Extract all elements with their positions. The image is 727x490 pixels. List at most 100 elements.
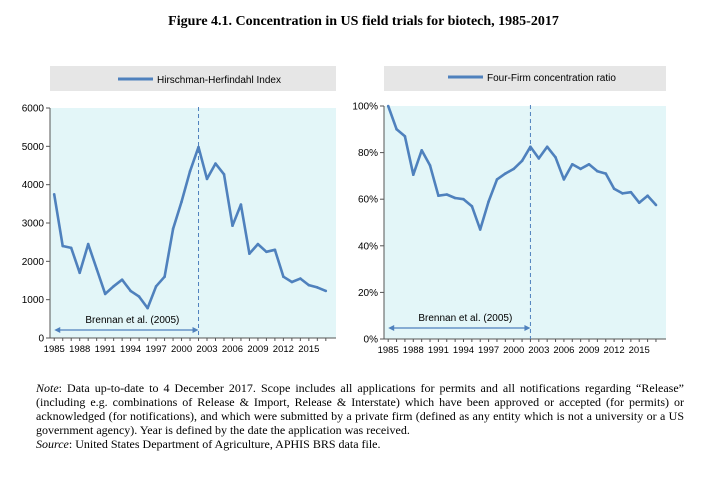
- cr4-data-point: [612, 187, 616, 190]
- hhi-x-tick-label: 2015: [298, 344, 319, 355]
- hhi-x-tick-label: 1997: [146, 344, 167, 355]
- hhi-data-point: [103, 292, 107, 296]
- cr4-data-point: [537, 157, 541, 160]
- hhi-x-tick-label: 2000: [171, 344, 192, 355]
- cr4-data-point: [420, 149, 424, 152]
- cr4-data-point: [453, 196, 457, 200]
- hhi-x-tick-label: 1988: [69, 344, 90, 355]
- hhi-annotation-label: Brennan et al. (2005): [85, 315, 179, 326]
- cr4-data-point: [478, 228, 482, 231]
- figure-notes: Note: Data up-to-date to 4 December 2017…: [36, 381, 684, 451]
- hhi-data-point: [61, 244, 64, 248]
- hhi-chart: Hirschman-Herfindahl Index 0 1000 2000 3000…: [22, 66, 336, 355]
- hhi-data-point: [231, 224, 234, 227]
- hhi-data-point: [324, 289, 328, 293]
- cr4-y-tick-label: 60%: [358, 195, 378, 206]
- cr4-x-tick-label: 2012: [604, 345, 625, 356]
- cr4-data-point: [470, 204, 474, 208]
- hhi-x-tick-label: 1994: [120, 344, 141, 355]
- cr4-data-point: [554, 156, 557, 159]
- cr4-data-point: [654, 203, 658, 207]
- hhi-y-tick-label: 2000: [22, 257, 45, 268]
- hhi-x-tick-label: 2006: [222, 344, 243, 355]
- cr4-legend-label: Four-Firm concentration ratio: [487, 73, 616, 84]
- source-paragraph: Source: United States Department of Agri…: [36, 437, 684, 451]
- hhi-arrowhead-right: [192, 327, 199, 333]
- hhi-data-point: [239, 203, 243, 206]
- cr4-y-tick-label: 80%: [358, 148, 378, 159]
- cr4-data-point: [579, 167, 582, 171]
- hhi-data-point: [282, 275, 285, 279]
- hhi-x-tick-label: 2003: [196, 344, 217, 355]
- note-paragraph: Note: Data up-to-date to 4 December 2017…: [36, 381, 684, 437]
- cr4-data-point: [629, 190, 633, 194]
- note-text: : Data up-to-date to 4 December 2017. Sc…: [36, 381, 684, 437]
- hhi-data-point: [95, 267, 98, 271]
- cr4-arrowhead-left: [388, 325, 395, 331]
- hhi-data-point: [316, 286, 319, 289]
- hhi-data-point: [146, 306, 149, 310]
- hhi-data-point: [290, 280, 294, 284]
- hhi-x-tick-label: 2012: [273, 344, 294, 355]
- source-text: : United States Department of Agricultur…: [68, 437, 381, 451]
- cr4-data-point: [412, 173, 415, 176]
- hhi-data-point: [222, 173, 226, 176]
- hhi-data-point: [86, 242, 90, 246]
- cr4-arrowhead-right: [524, 325, 531, 331]
- cr4-data-point: [445, 193, 449, 196]
- hhi-data-point: [214, 162, 217, 165]
- hhi-arrowhead-left: [54, 327, 61, 333]
- hhi-data-point: [180, 200, 183, 204]
- cr4-data-point: [571, 163, 574, 166]
- hhi-data-point: [129, 289, 132, 293]
- cr4-data-point: [437, 194, 440, 197]
- cr4-x-tick-label: 1985: [378, 345, 399, 356]
- cr4-data-point: [621, 192, 624, 195]
- cr4-legend-box: [384, 66, 666, 91]
- cr4-data-point: [529, 145, 532, 149]
- hhi-data-point: [307, 283, 311, 287]
- hhi-data-point: [137, 295, 141, 298]
- cr4-data-point: [596, 169, 599, 173]
- cr4-data-point: [428, 164, 432, 167]
- charts-canvas: Hirschman-Herfindahl Index 0 1000 2000 3000…: [22, 66, 666, 356]
- cr4-data-point: [562, 178, 566, 181]
- cr4-x-tick-label: 2006: [553, 345, 574, 356]
- hhi-legend-box: [50, 66, 336, 91]
- hhi-data-point: [112, 285, 115, 288]
- cr4-annotation-label: Brennan et al. (2005): [418, 313, 512, 324]
- cr4-x-tick-label: 1988: [403, 345, 424, 356]
- cr4-x-tick-label: 1997: [478, 345, 499, 356]
- cr4-data-point: [487, 200, 490, 203]
- hhi-data-point: [171, 227, 175, 231]
- cr4-data-point: [462, 197, 465, 201]
- hhi-x-tick-label: 1985: [44, 344, 65, 355]
- hhi-x-tick-label: 1991: [95, 344, 116, 355]
- cr4-data-point: [403, 135, 407, 138]
- hhi-y-tick-label: 3000: [22, 219, 45, 230]
- hhi-data-point: [120, 278, 124, 282]
- cr4-data-point: [637, 201, 641, 204]
- hhi-plot-area: [50, 108, 336, 338]
- hhi-data-point: [299, 277, 302, 280]
- hhi-x-tick-label: 2009: [247, 344, 268, 355]
- cr4-x-tick-label: 2003: [528, 345, 549, 356]
- hhi-y-tick-label: 4000: [22, 180, 45, 191]
- hhi-data-point: [52, 193, 56, 196]
- hhi-data-point: [205, 177, 209, 181]
- hhi-data-point: [188, 170, 192, 173]
- cr4-data-point: [587, 163, 591, 166]
- cr4-data-point: [520, 159, 524, 163]
- cr4-y-tick-label: 20%: [358, 288, 378, 299]
- cr4-x-tick-label: 1994: [453, 345, 474, 356]
- hhi-y-tick-label: 6000: [22, 104, 45, 115]
- hhi-data-point: [265, 250, 268, 254]
- hhi-data-point: [163, 275, 166, 279]
- cr4-data-point: [646, 194, 649, 197]
- hhi-data-point: [69, 246, 73, 250]
- cr4-data-point: [386, 104, 390, 108]
- cr4-data-point: [504, 172, 507, 175]
- cr4-data-point: [512, 167, 515, 171]
- note-label: Note: [36, 381, 59, 395]
- hhi-data-point: [248, 252, 251, 255]
